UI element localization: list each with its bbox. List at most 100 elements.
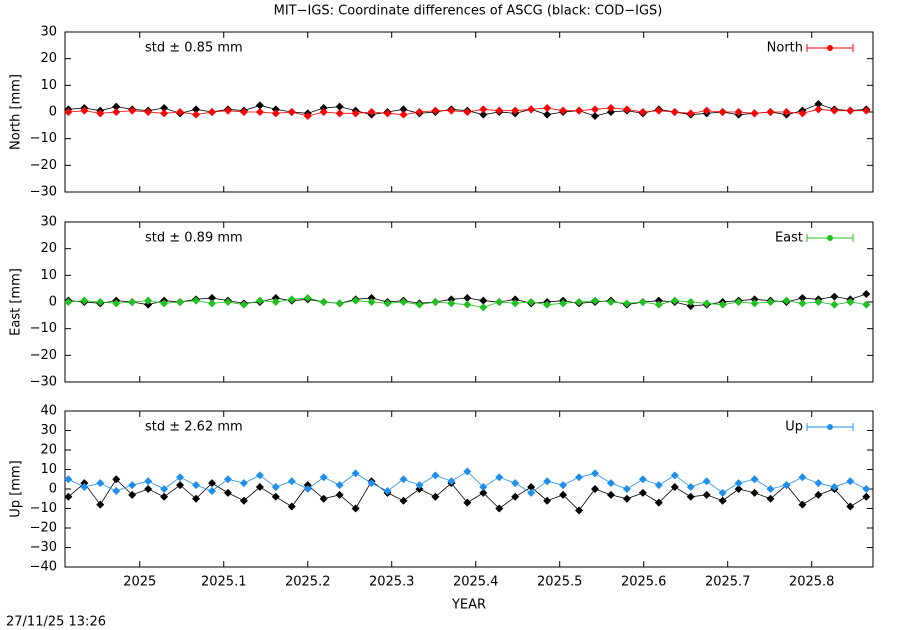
data-point — [559, 299, 568, 308]
data-point — [590, 469, 599, 478]
data-point — [654, 300, 663, 309]
data-point — [160, 299, 169, 308]
data-point — [654, 481, 663, 490]
data-point — [399, 110, 408, 119]
data-point — [223, 488, 232, 497]
data-point — [287, 502, 296, 511]
data-point — [207, 299, 216, 308]
data-point — [511, 106, 520, 115]
data-point — [176, 298, 185, 306]
data-point — [112, 486, 121, 495]
annotation: std ± 2.62 mm — [145, 420, 243, 435]
y-tick-label: −10 — [30, 501, 57, 516]
data-point — [351, 296, 360, 305]
y-tick-label: −30 — [30, 375, 57, 390]
data-point — [702, 106, 711, 115]
data-point — [527, 488, 536, 497]
x-tick-label: 2025.3 — [369, 575, 415, 590]
data-point — [96, 298, 105, 306]
annotation: std ± 0.89 mm — [145, 231, 243, 246]
data-point — [367, 479, 376, 488]
data-point — [335, 102, 344, 111]
data-point — [606, 490, 615, 499]
y-tick-label: 40 — [40, 404, 57, 419]
data-point — [559, 481, 568, 490]
data-point — [287, 477, 296, 486]
data-point — [160, 109, 169, 118]
data-point — [814, 100, 823, 108]
x-tick-label: 2025.1 — [201, 575, 247, 590]
y-tick-label: 0 — [49, 105, 57, 120]
data-point — [686, 109, 695, 118]
data-point — [846, 477, 855, 486]
data-point — [543, 300, 552, 309]
y-tick-label: −20 — [30, 521, 57, 536]
data-point — [559, 106, 568, 115]
data-point — [431, 106, 440, 115]
data-point — [670, 296, 679, 305]
x-tick-label: 2025.6 — [621, 575, 667, 590]
data-point — [223, 475, 232, 484]
data-point — [255, 483, 264, 492]
legend-label: Up — [785, 420, 803, 435]
data-point — [846, 298, 855, 306]
data-point — [830, 292, 839, 301]
data-point — [479, 303, 488, 312]
data-point — [798, 109, 807, 118]
data-point — [112, 102, 121, 111]
data-point — [782, 108, 791, 116]
data-point — [670, 108, 679, 116]
data-point — [64, 475, 73, 484]
data-point — [287, 108, 296, 116]
data-point — [670, 483, 679, 492]
data-point — [415, 481, 424, 490]
data-point — [862, 290, 871, 298]
y-tick-label: 30 — [40, 25, 57, 40]
data-point — [575, 298, 584, 306]
data-point — [128, 490, 137, 499]
data-point — [303, 294, 312, 302]
data-point — [575, 473, 584, 482]
y-tick-label: 20 — [40, 51, 57, 66]
data-point — [575, 106, 584, 115]
data-point — [590, 112, 599, 120]
data-point — [686, 483, 695, 492]
data-point — [255, 471, 264, 480]
data-point — [463, 467, 472, 476]
data-point — [479, 296, 488, 305]
data-point — [239, 108, 248, 116]
data-point — [383, 299, 392, 308]
data-point — [399, 105, 408, 114]
data-point — [447, 299, 456, 308]
data-point — [271, 483, 280, 492]
data-point — [830, 300, 839, 309]
data-point — [80, 483, 89, 492]
data-point — [351, 504, 360, 513]
data-point — [399, 298, 408, 306]
data-point — [447, 106, 456, 115]
data-point — [351, 469, 360, 478]
data-point — [575, 506, 584, 515]
data-point — [303, 112, 312, 120]
data-point — [702, 490, 711, 499]
data-point — [319, 473, 328, 482]
legend-swatch — [827, 45, 833, 51]
data-point — [527, 483, 536, 492]
data-point — [192, 110, 201, 119]
data-point — [622, 494, 631, 503]
data-point — [431, 471, 440, 480]
data-point — [287, 295, 296, 304]
data-point — [319, 108, 328, 116]
data-point — [207, 486, 216, 495]
data-point — [415, 108, 424, 116]
y-tick-label: 10 — [40, 268, 57, 283]
data-point — [112, 475, 121, 484]
data-point — [606, 298, 615, 306]
data-point — [399, 496, 408, 505]
data-point — [830, 483, 839, 492]
data-point — [463, 498, 472, 507]
data-point — [479, 483, 488, 492]
data-point — [383, 109, 392, 118]
data-point — [750, 475, 759, 484]
data-point — [160, 104, 169, 112]
